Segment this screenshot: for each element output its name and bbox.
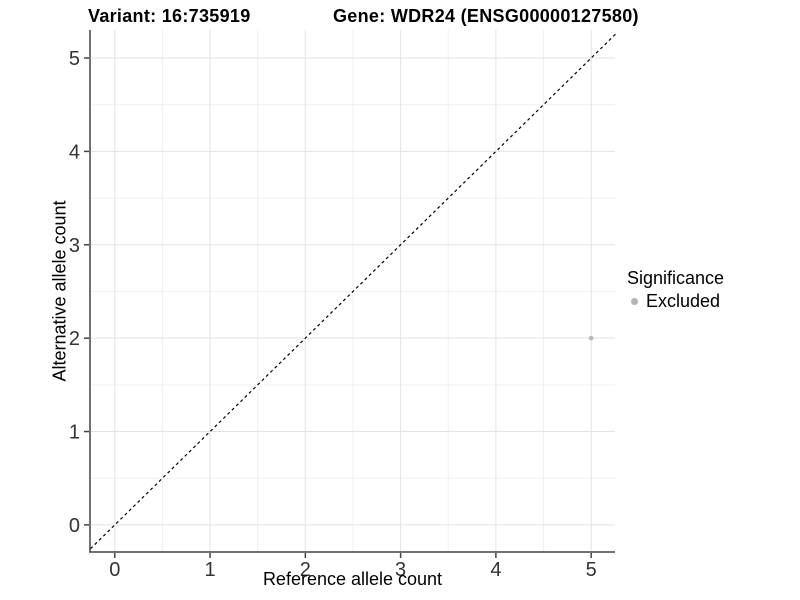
- plot-title-gene: Gene: WDR24 (ENSG00000127580): [333, 6, 639, 26]
- plot-title-variant: Variant: 16:735919: [88, 6, 251, 26]
- excluded-marker-icon: [631, 297, 638, 305]
- legend: Significance Excluded: [627, 267, 724, 312]
- gridlines-minor: [90, 30, 615, 552]
- legend-entry-excluded: Excluded: [627, 290, 724, 312]
- svg-text:3: 3: [395, 559, 406, 581]
- legend-title: Significance: [627, 268, 725, 288]
- svg-text:5: 5: [586, 559, 597, 581]
- data-point: [588, 335, 594, 341]
- x-tick-labels: 0 1 2 3 4 5: [109, 559, 597, 581]
- svg-text:0: 0: [69, 515, 80, 537]
- svg-text:2: 2: [69, 328, 80, 350]
- data-points: [588, 335, 594, 341]
- legend-entry-label: Excluded: [646, 291, 721, 311]
- tick-marks: [84, 57, 592, 558]
- svg-text:0: 0: [109, 559, 120, 581]
- y-axis-title: Alternative allele count: [49, 200, 70, 382]
- svg-text:1: 1: [204, 559, 215, 581]
- svg-text:2: 2: [300, 559, 311, 581]
- x-axis-title: Reference allele count: [262, 569, 443, 589]
- svg-text:5: 5: [69, 48, 80, 70]
- svg-text:3: 3: [69, 235, 80, 257]
- svg-text:4: 4: [69, 141, 80, 163]
- y-tick-labels: 0 1 2 3 4 5: [69, 48, 80, 537]
- identity-line: [90, 32, 616, 551]
- svg-text:4: 4: [490, 559, 501, 581]
- gridlines-major: [90, 30, 615, 552]
- axis-lines: [89, 30, 615, 553]
- svg-text:1: 1: [69, 422, 80, 444]
